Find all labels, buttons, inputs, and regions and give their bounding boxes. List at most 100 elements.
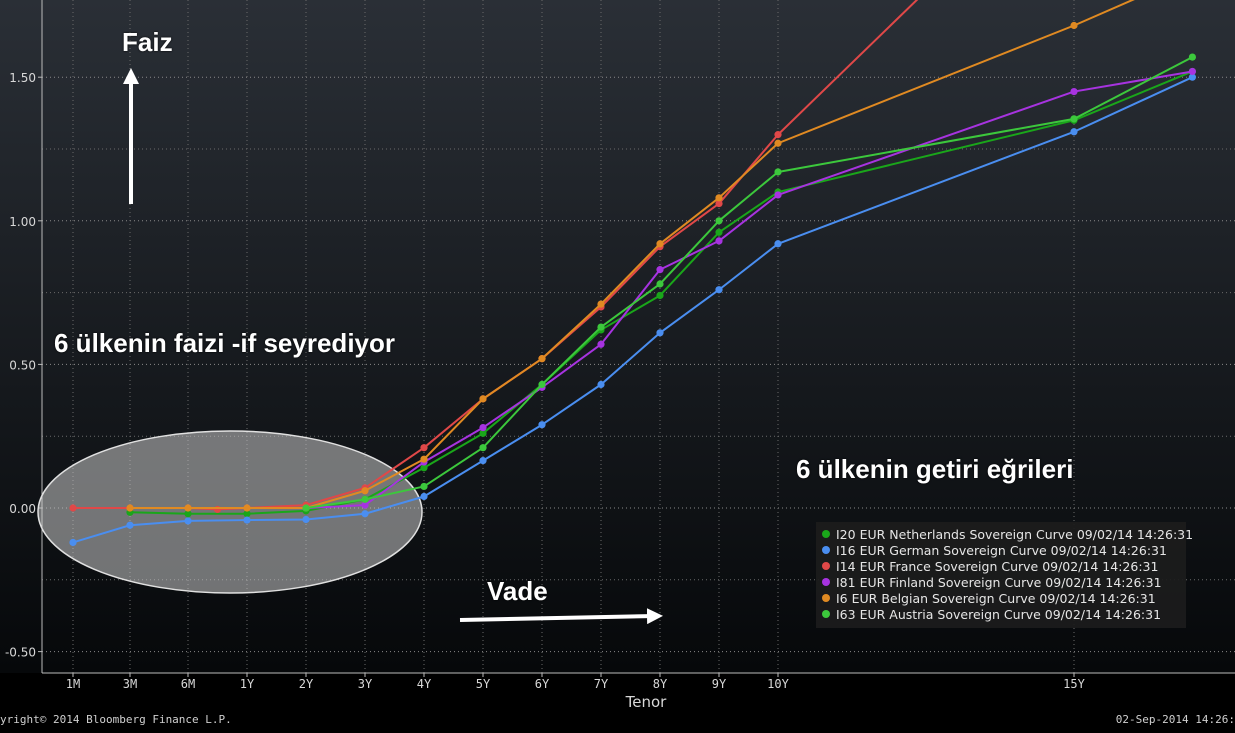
data-point bbox=[597, 323, 605, 331]
series-line bbox=[130, 0, 1135, 509]
data-point bbox=[420, 444, 428, 452]
legend-label: I14 EUR France Sovereign Curve 09/02/14 … bbox=[836, 558, 1159, 574]
series-5 bbox=[302, 53, 1196, 512]
legend-swatch bbox=[822, 594, 830, 602]
x-tick-label: 10Y bbox=[767, 677, 789, 691]
x-tick-label: 3M bbox=[123, 677, 137, 691]
data-point bbox=[420, 492, 428, 501]
legend-item: I16 EUR German Sovereign Curve 09/02/14 … bbox=[822, 542, 1186, 558]
legend-label: I16 EUR German Sovereign Curve 09/02/14 … bbox=[836, 542, 1167, 558]
right-arrow-icon bbox=[459, 608, 663, 625]
data-point bbox=[479, 457, 487, 465]
legend-swatch bbox=[822, 562, 830, 570]
data-point bbox=[420, 464, 428, 472]
x-tick-label: 2Y bbox=[299, 677, 314, 691]
data-point bbox=[243, 516, 251, 524]
highlight-ellipse bbox=[37, 430, 423, 594]
data-point bbox=[302, 515, 310, 524]
legend-item: I81 EUR Finland Sovereign Curve 09/02/14… bbox=[822, 574, 1186, 590]
data-point bbox=[479, 444, 487, 452]
data-point bbox=[479, 395, 487, 403]
grid bbox=[42, 0, 1235, 673]
data-point bbox=[69, 538, 77, 547]
data-point bbox=[656, 240, 664, 248]
data-point bbox=[1070, 21, 1078, 30]
legend-swatch bbox=[822, 530, 830, 538]
legend-swatch bbox=[822, 578, 830, 586]
data-point bbox=[656, 266, 664, 274]
data-point bbox=[361, 510, 369, 518]
legend-item: I20 EUR Netherlands Sovereign Curve 09/0… bbox=[822, 526, 1193, 542]
data-point bbox=[1188, 67, 1196, 76]
data-point bbox=[420, 455, 428, 463]
x-tick-label: 9Y bbox=[712, 677, 727, 691]
data-point bbox=[715, 199, 723, 208]
data-point bbox=[479, 423, 487, 432]
data-point bbox=[1188, 73, 1196, 81]
data-point bbox=[361, 495, 369, 503]
data-point bbox=[597, 300, 605, 308]
data-point bbox=[1070, 128, 1078, 136]
data-point bbox=[302, 504, 310, 512]
data-point bbox=[715, 286, 723, 294]
data-point bbox=[243, 504, 251, 512]
data-point bbox=[774, 191, 782, 199]
data-point bbox=[1188, 53, 1196, 61]
data-point bbox=[538, 421, 546, 429]
legend: I20 EUR Netherlands Sovereign Curve 09/0… bbox=[816, 522, 1193, 628]
series-4 bbox=[126, 0, 1135, 512]
negative-rate-annotation: 6 ülkenin faizi -if seyrediyor bbox=[54, 328, 395, 358]
legend-item: I63 EUR Austria Sovereign Curve 09/02/14… bbox=[822, 606, 1186, 622]
data-point bbox=[774, 240, 782, 248]
data-point bbox=[69, 504, 77, 512]
data-point bbox=[656, 291, 664, 300]
series-line bbox=[129, 70, 1193, 515]
y-axis-arrow-label: Faiz bbox=[122, 27, 173, 57]
legend-swatch bbox=[822, 546, 830, 554]
data-point bbox=[1070, 87, 1078, 96]
axes: 1.50 1.00 0.50 0.00 -0.50 1M 3M 6M 1Y 2Y 3Y 4Y 5Y 6Y 7… bbox=[5, 0, 1235, 691]
data-point bbox=[715, 228, 723, 236]
data-point bbox=[1070, 115, 1078, 123]
data-point bbox=[243, 510, 251, 518]
data-point bbox=[479, 429, 487, 437]
data-point bbox=[597, 340, 605, 348]
x-axis-title: Tenor bbox=[625, 693, 668, 711]
x-tick-label: 7Y bbox=[594, 677, 609, 691]
legend-swatch bbox=[822, 610, 830, 618]
data-point bbox=[213, 505, 222, 514]
legend-label: I6 EUR Belgian Sovereign Curve 09/02/14 … bbox=[836, 590, 1156, 606]
x-tick-label: 3Y bbox=[358, 677, 373, 691]
x-tick-label: 6Y bbox=[535, 677, 550, 691]
data-point bbox=[420, 482, 428, 491]
data-point bbox=[774, 139, 782, 147]
x-tick-label: 5Y bbox=[476, 677, 491, 691]
legend-label: I63 EUR Austria Sovereign Curve 09/02/14… bbox=[836, 606, 1162, 622]
x-tick-label: 1Y bbox=[240, 677, 255, 691]
data-point bbox=[184, 504, 192, 512]
series bbox=[69, 0, 1196, 547]
x-tick-label: 15Y bbox=[1063, 677, 1085, 691]
y-tick-label: -0.50 bbox=[5, 646, 36, 660]
data-point bbox=[715, 237, 723, 245]
data-point bbox=[715, 217, 723, 225]
data-point bbox=[774, 168, 782, 176]
data-point bbox=[361, 487, 369, 495]
x-tick-label: 6M bbox=[181, 677, 195, 691]
data-point bbox=[361, 501, 369, 509]
data-point bbox=[538, 380, 546, 389]
legend-item: I14 EUR France Sovereign Curve 09/02/14 … bbox=[822, 558, 1186, 574]
data-point bbox=[774, 131, 782, 139]
data-point bbox=[715, 194, 723, 202]
series-1 bbox=[69, 73, 1196, 547]
y-tick-label: 0.50 bbox=[9, 358, 36, 372]
data-point bbox=[126, 521, 134, 529]
x-tick-label: 8Y bbox=[653, 677, 668, 691]
data-point bbox=[184, 510, 192, 518]
x-axis-arrow-label: Vade bbox=[487, 576, 548, 606]
legend-label: I81 EUR Finland Sovereign Curve 09/02/14… bbox=[836, 574, 1162, 590]
data-point bbox=[126, 504, 134, 512]
chart-title: 6 ülkenin getiri eğrileri bbox=[796, 454, 1074, 484]
legend-label: I20 EUR Netherlands Sovereign Curve 09/0… bbox=[836, 526, 1194, 542]
